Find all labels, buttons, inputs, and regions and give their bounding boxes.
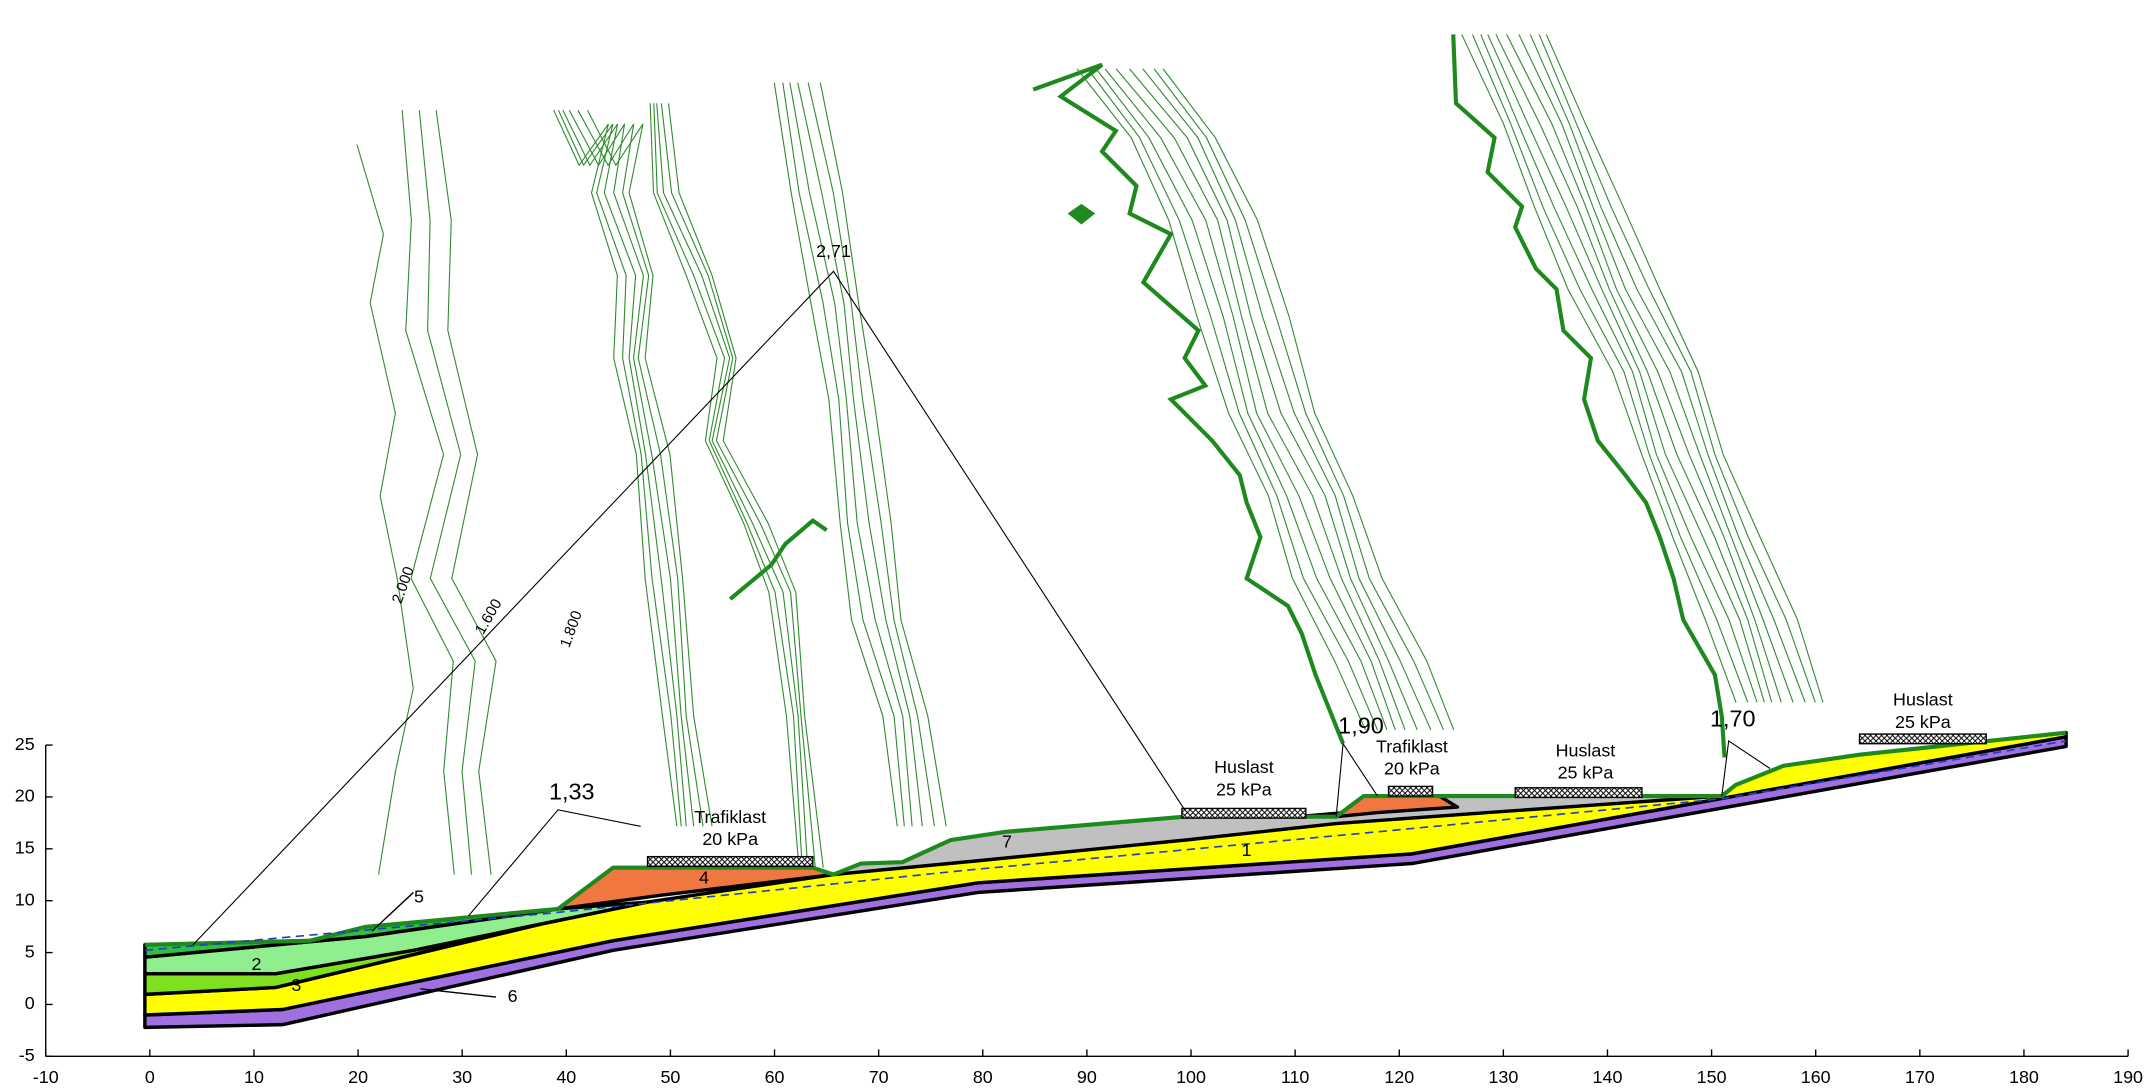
x-tick-label: 60	[765, 1067, 785, 1087]
contour	[1163, 69, 1454, 730]
safety-factor: 1,33	[549, 778, 595, 804]
contour	[1088, 69, 1378, 730]
contour	[419, 110, 475, 874]
load-strip	[1515, 788, 1642, 798]
y-tick-label: 25	[15, 734, 35, 754]
contour	[1473, 34, 1748, 702]
safety-factor: 2,71	[816, 241, 851, 261]
contour-label: 2.000	[389, 564, 418, 605]
pointer	[420, 989, 496, 997]
contour	[661, 103, 815, 867]
load-name: Huslast	[1893, 690, 1953, 710]
x-tick-label: 170	[1905, 1067, 1935, 1087]
contour	[820, 83, 946, 827]
contour	[1488, 34, 1765, 702]
load-strip	[1389, 786, 1433, 796]
x-tick-label: 50	[660, 1067, 680, 1087]
contour	[1143, 69, 1431, 730]
y-tick-label: 10	[15, 889, 35, 909]
x-tick-label: 190	[2113, 1067, 2143, 1087]
y-tick-label: 15	[15, 838, 35, 858]
load-name: Trafiklast	[1376, 737, 1448, 757]
contour	[1116, 69, 1405, 730]
x-tick-label: 20	[348, 1067, 368, 1087]
x-tick-label: 120	[1384, 1067, 1414, 1087]
contour	[1496, 34, 1772, 702]
contour	[1481, 34, 1757, 702]
load-name: Huslast	[1214, 757, 1274, 777]
y-tick-label: 5	[25, 941, 35, 961]
load-value: 20 kPa	[1384, 759, 1440, 779]
x-tick-label: 160	[1801, 1067, 1831, 1087]
contour-label: 1.800	[557, 609, 586, 650]
x-tick-label: 0	[145, 1067, 155, 1087]
load-strip	[648, 857, 813, 867]
load-strip	[1182, 808, 1306, 818]
safety-factor: 1,90	[1338, 712, 1384, 738]
x-tick-label: -10	[33, 1067, 59, 1087]
layer-label: 4	[699, 867, 709, 887]
contour	[578, 110, 703, 826]
contour	[402, 110, 454, 874]
contour	[587, 110, 712, 826]
contour	[1462, 34, 1736, 702]
contour	[808, 83, 934, 827]
layer-label: 3	[291, 975, 301, 995]
load-name: Huslast	[1556, 741, 1616, 761]
safety-factor: 1,70	[1710, 705, 1756, 731]
layer-1	[145, 733, 2066, 1015]
layer-label: 5	[414, 887, 424, 907]
x-tick-label: 100	[1176, 1067, 1206, 1087]
contour	[1507, 34, 1782, 702]
load-value: 20 kPa	[702, 829, 758, 849]
load-value: 25 kPa	[1216, 779, 1272, 799]
contour-critical	[1033, 65, 1343, 744]
load-value: 25 kPa	[1895, 712, 1951, 732]
layer-label: 1	[1242, 840, 1252, 860]
y-tick-label: 20	[15, 786, 35, 806]
x-tick-label: 80	[973, 1067, 993, 1087]
x-tick-label: 10	[244, 1067, 264, 1087]
x-tick-label: 150	[1697, 1067, 1727, 1087]
load-strip	[1860, 734, 1987, 744]
contour-label: 1.600	[472, 596, 506, 637]
load-value: 25 kPa	[1558, 763, 1614, 783]
contour-critical	[1068, 204, 1096, 225]
section-plot: -100102030405060708090100110120130140150…	[0, 0, 2149, 1088]
y-tick-label: 0	[25, 993, 35, 1013]
contour	[798, 83, 923, 827]
load-name: Trafiklast	[694, 807, 766, 827]
layer-label: 2	[251, 954, 261, 974]
contour	[357, 145, 413, 875]
x-tick-label: 130	[1488, 1067, 1518, 1087]
contour-critical	[730, 521, 826, 600]
x-tick-label: 140	[1593, 1067, 1623, 1087]
y-tick-label: -5	[19, 1045, 35, 1065]
contour	[554, 110, 677, 826]
layer-label: 6	[508, 986, 518, 1006]
contour	[657, 103, 808, 867]
contour-critical	[1453, 34, 1724, 757]
contour	[1105, 69, 1395, 730]
layer-label: 7	[1002, 832, 1012, 852]
x-tick-label: 40	[556, 1067, 576, 1087]
soil-layers	[145, 733, 2066, 1028]
x-tick-label: 180	[2009, 1067, 2039, 1087]
x-tick-label: 30	[452, 1067, 472, 1087]
x-tick-label: 110	[1281, 1067, 1310, 1087]
contour	[650, 103, 799, 867]
x-tick-label: 90	[1077, 1067, 1097, 1087]
x-tick-label: 70	[869, 1067, 889, 1087]
contour	[774, 83, 897, 827]
contour	[1096, 69, 1387, 730]
contour	[654, 103, 802, 867]
